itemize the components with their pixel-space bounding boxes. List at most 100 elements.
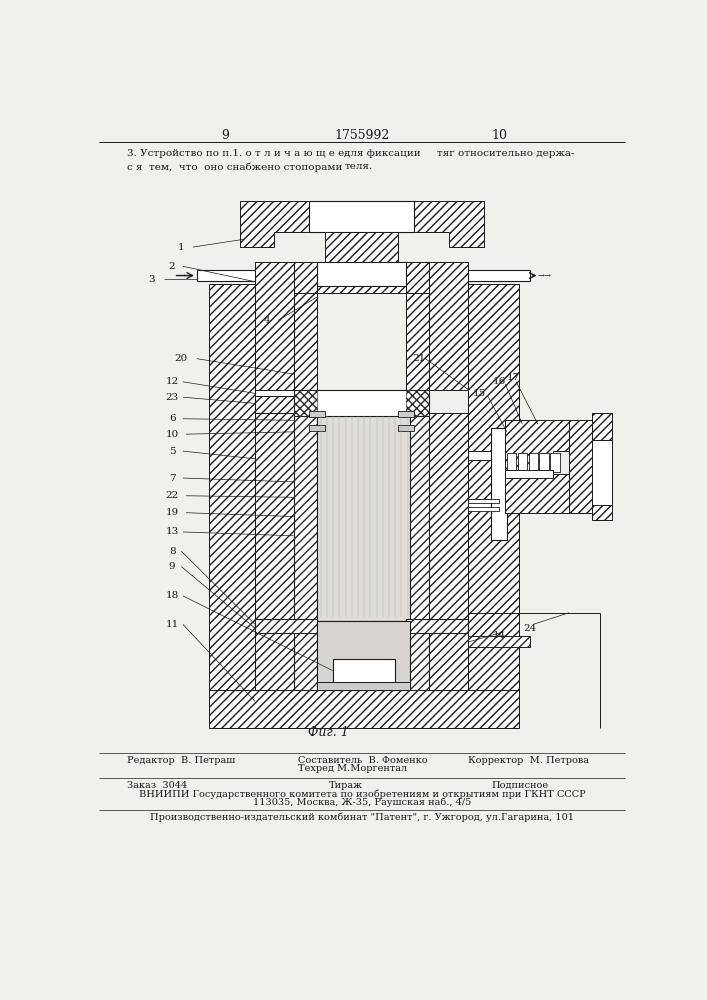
Bar: [317, 262, 406, 286]
Text: 1755992: 1755992: [334, 129, 390, 142]
Bar: [317, 620, 410, 690]
Bar: [406, 619, 468, 633]
Text: ВНИИПИ Государственного комитета по изобретениям и открытиям при ГКНТ СССР: ВНИИПИ Государственного комитета по изоб…: [139, 790, 585, 799]
Polygon shape: [414, 201, 484, 247]
Polygon shape: [293, 293, 317, 413]
Text: Производственно-издательский комбинат "Патент", г. Ужгород, ул.Гагарина, 101: Производственно-издательский комбинат "П…: [150, 813, 574, 822]
Text: Фиг. 1: Фиг. 1: [308, 726, 349, 739]
Polygon shape: [468, 284, 518, 690]
Bar: [309, 201, 414, 232]
Bar: [255, 619, 317, 633]
Text: →→: →→: [178, 272, 192, 280]
Text: 12: 12: [165, 377, 179, 386]
Polygon shape: [209, 284, 255, 690]
Text: для фиксации
теля.: для фиксации теля.: [344, 149, 421, 171]
Bar: [468, 451, 491, 460]
Text: 11: 11: [165, 620, 179, 629]
Text: 9: 9: [221, 129, 230, 142]
Bar: [507, 453, 516, 472]
Bar: [293, 413, 317, 690]
Text: 1: 1: [178, 243, 185, 252]
Text: 10: 10: [491, 129, 507, 142]
Bar: [398, 425, 414, 431]
Text: 7: 7: [169, 474, 175, 483]
Text: 17: 17: [506, 373, 520, 382]
Polygon shape: [255, 413, 293, 690]
Bar: [293, 413, 317, 690]
Bar: [197, 270, 317, 281]
Bar: [468, 636, 530, 647]
Polygon shape: [255, 262, 293, 389]
Text: тяг относительно держа-: тяг относительно держа-: [437, 149, 575, 158]
Text: Подписное: Подписное: [491, 781, 549, 790]
Bar: [255, 619, 317, 633]
Bar: [468, 636, 530, 647]
Text: →→: →→: [537, 272, 551, 280]
Text: 16: 16: [493, 377, 506, 386]
Text: 14: 14: [493, 631, 506, 640]
Bar: [406, 619, 468, 633]
Bar: [406, 413, 429, 690]
Bar: [293, 389, 317, 416]
Text: Редактор  В. Петраш: Редактор В. Петраш: [127, 756, 235, 765]
Text: 18: 18: [165, 591, 179, 600]
Bar: [410, 270, 530, 281]
Bar: [406, 389, 429, 416]
Polygon shape: [309, 201, 414, 232]
Polygon shape: [293, 262, 317, 293]
Text: 6: 6: [169, 414, 175, 423]
Text: 23: 23: [165, 393, 179, 402]
Text: 21: 21: [412, 354, 425, 363]
Bar: [539, 453, 549, 472]
Bar: [255, 389, 293, 396]
Text: 8: 8: [169, 547, 175, 556]
Bar: [468, 499, 491, 508]
Bar: [309, 425, 325, 431]
Text: 5: 5: [169, 447, 175, 456]
Polygon shape: [406, 262, 429, 293]
Polygon shape: [592, 413, 612, 520]
Text: 9: 9: [169, 562, 175, 571]
Bar: [506, 470, 554, 478]
Polygon shape: [325, 232, 398, 262]
Text: 22: 22: [165, 491, 179, 500]
Text: 15: 15: [473, 389, 486, 398]
Bar: [491, 428, 507, 540]
Text: 24: 24: [523, 624, 537, 633]
Polygon shape: [429, 413, 468, 690]
Text: Корректор  М. Петрова: Корректор М. Петрова: [468, 756, 589, 765]
Polygon shape: [240, 201, 309, 247]
Text: 3: 3: [148, 275, 156, 284]
Text: Техред М.Моргентал: Техред М.Моргентал: [298, 764, 407, 773]
Text: 2: 2: [169, 262, 175, 271]
Text: 13: 13: [165, 527, 179, 536]
Text: 4: 4: [263, 316, 270, 325]
Polygon shape: [317, 262, 406, 293]
Polygon shape: [209, 690, 518, 728]
Bar: [550, 453, 559, 472]
Bar: [406, 413, 429, 690]
Bar: [293, 389, 429, 416]
Text: Тираж: Тираж: [329, 781, 363, 790]
Bar: [468, 507, 499, 511]
Text: 113035, Москва, Ж-35, Раушская наб., 4/5: 113035, Москва, Ж-35, Раушская наб., 4/5: [253, 798, 471, 807]
Bar: [317, 413, 410, 620]
Polygon shape: [406, 293, 429, 413]
Polygon shape: [429, 262, 468, 389]
Polygon shape: [255, 389, 293, 413]
Text: Заказ  3044: Заказ 3044: [127, 781, 187, 790]
Bar: [309, 411, 325, 417]
Bar: [317, 682, 410, 690]
Bar: [592, 440, 612, 505]
Bar: [468, 499, 499, 503]
Text: Составитель  В. Фоменко: Составитель В. Фоменко: [298, 756, 427, 765]
Bar: [398, 411, 414, 417]
Bar: [529, 453, 538, 472]
Bar: [518, 453, 527, 472]
Bar: [332, 659, 395, 690]
Text: 20: 20: [175, 354, 188, 363]
Text: 10: 10: [165, 430, 179, 439]
Polygon shape: [506, 420, 569, 513]
Text: 19: 19: [165, 508, 179, 517]
Polygon shape: [569, 420, 592, 513]
